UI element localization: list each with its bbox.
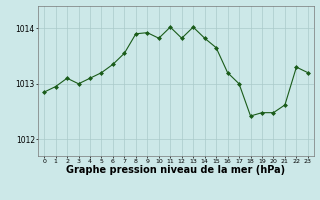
X-axis label: Graphe pression niveau de la mer (hPa): Graphe pression niveau de la mer (hPa) (67, 165, 285, 175)
